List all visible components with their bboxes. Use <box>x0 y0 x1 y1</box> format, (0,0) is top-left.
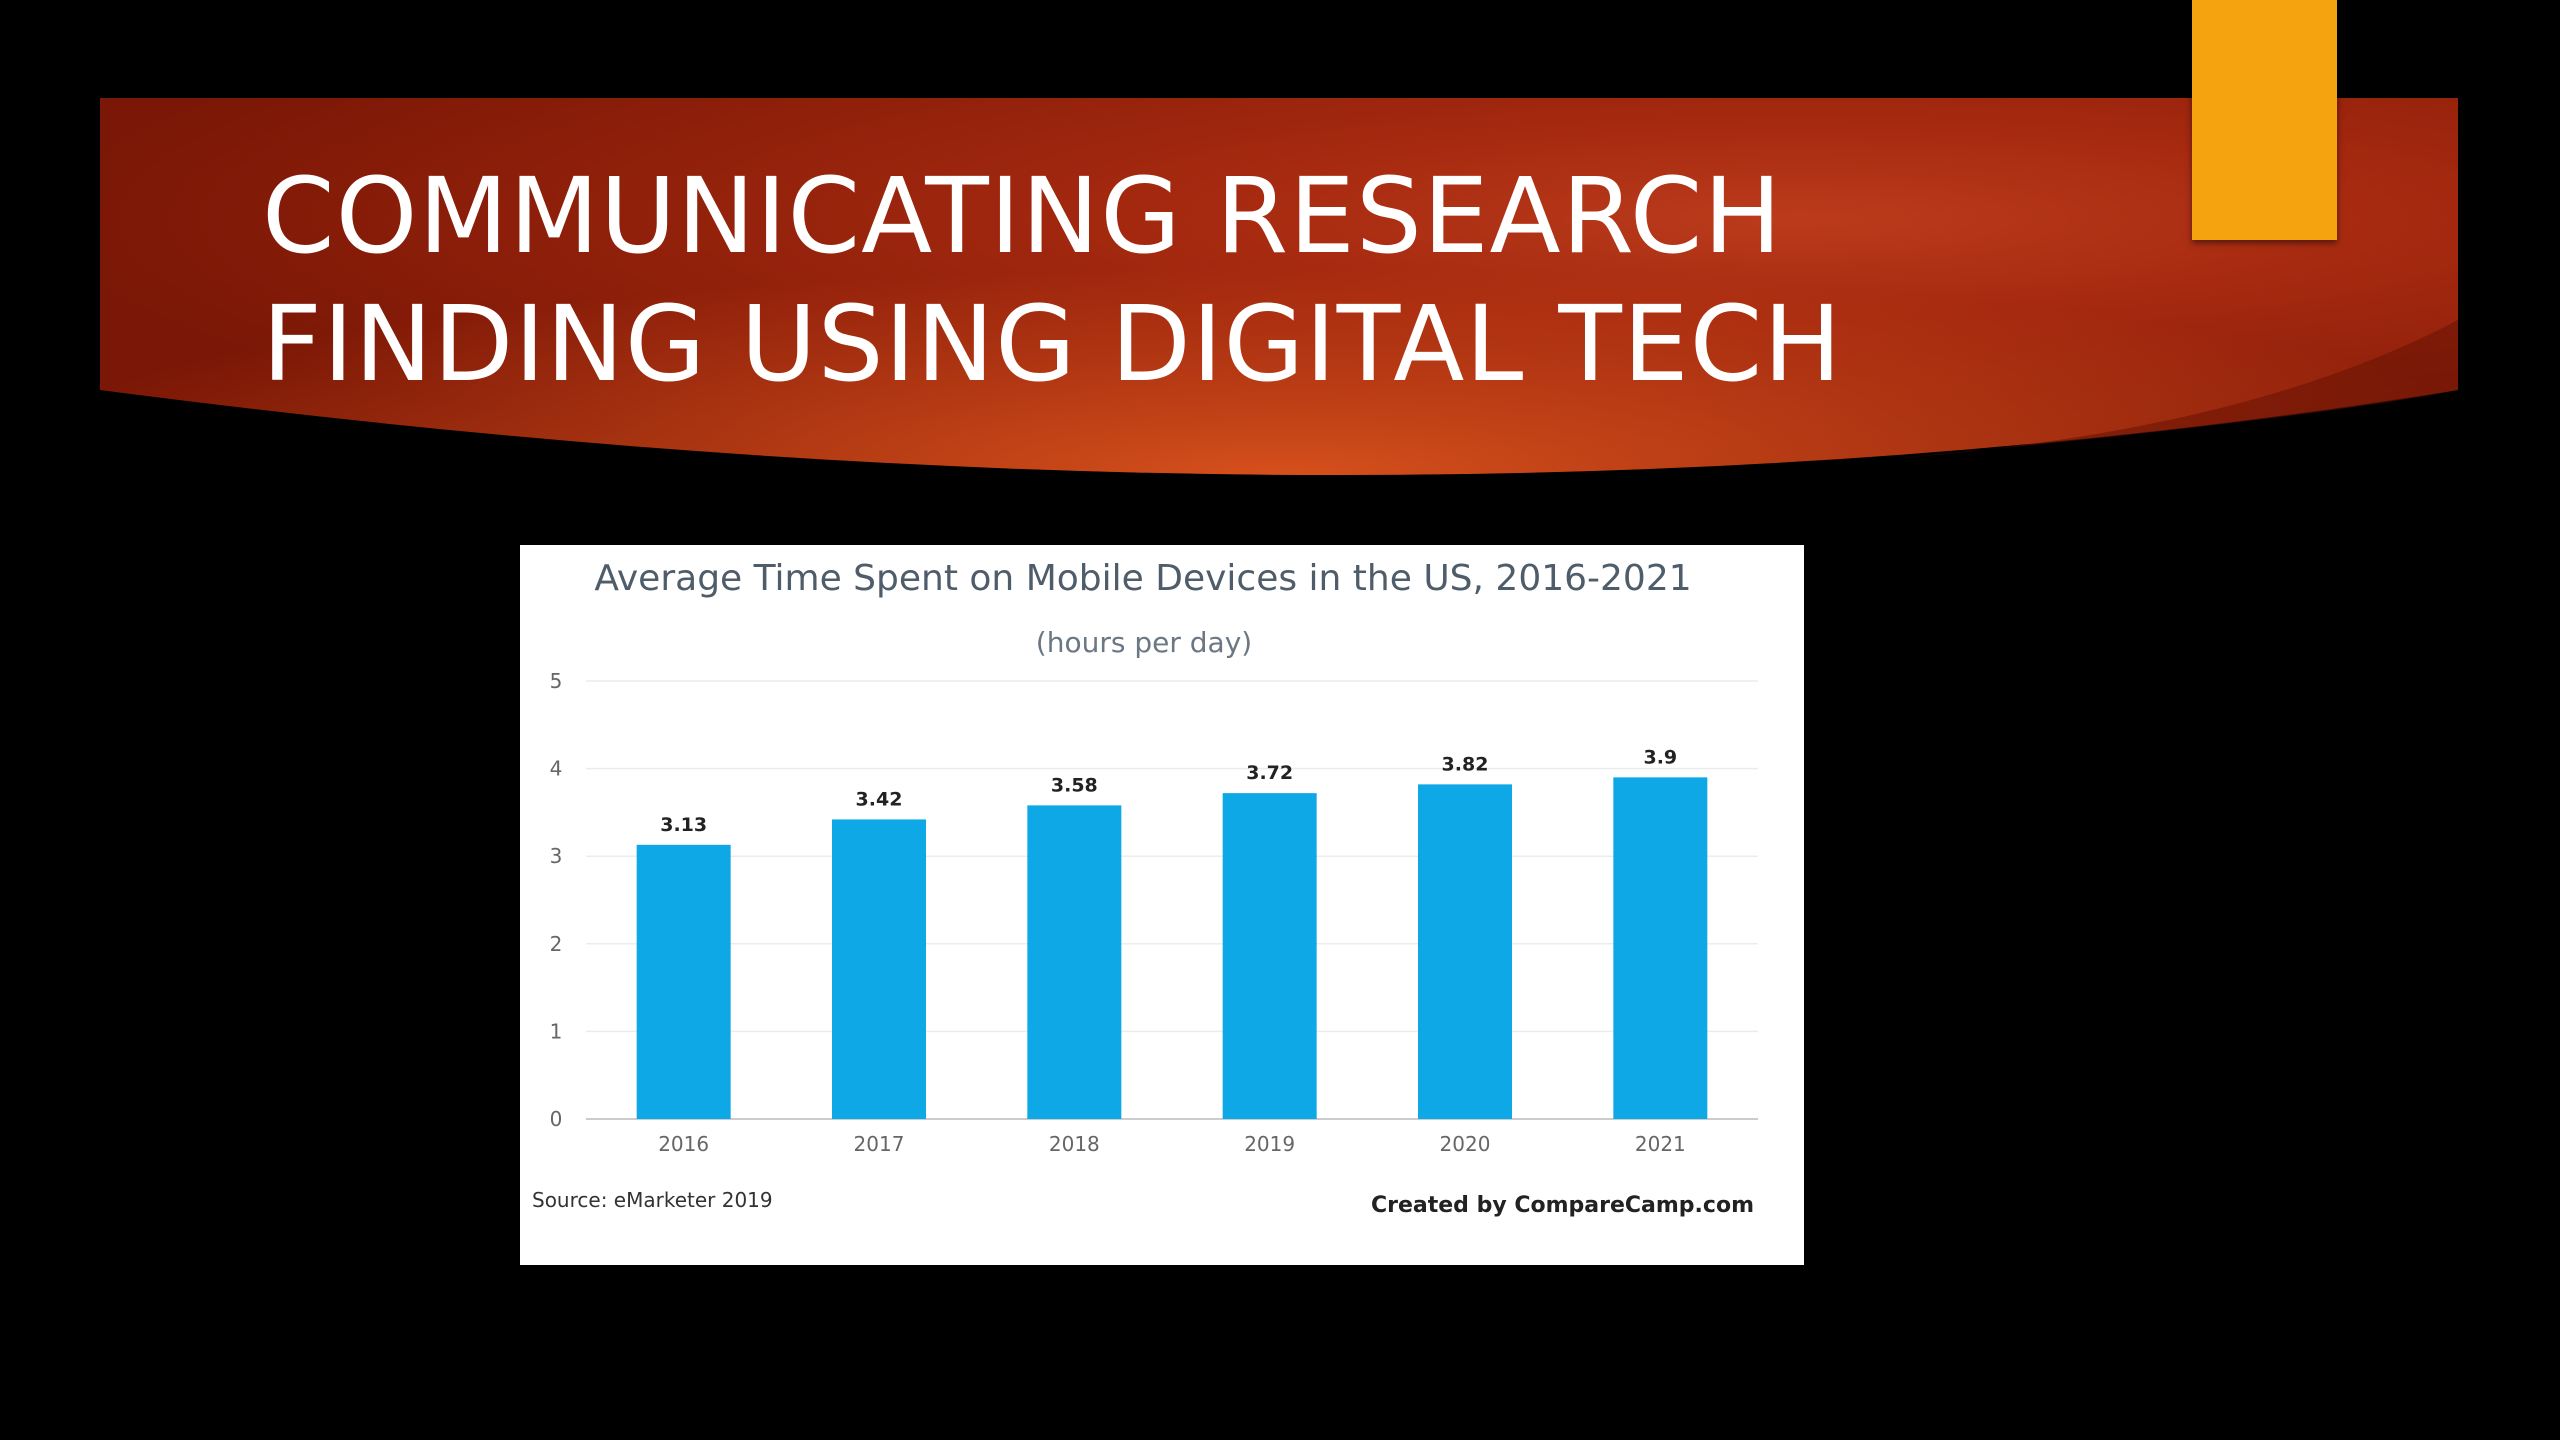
bar-2018 <box>1027 805 1122 1119</box>
chart-subtitle: (hours per day) <box>1036 626 1252 659</box>
bar-2020 <box>1418 784 1512 1119</box>
gridlines <box>586 680 1758 1120</box>
slide-title-line-1: COMMUNICATING RESEARCH <box>262 155 1783 277</box>
bar-2019 <box>1222 793 1317 1119</box>
value-label-2019: 3.72 <box>1246 762 1293 784</box>
x-tick-label-2019: 2019 <box>1244 1132 1295 1156</box>
y-axis-ticks: 0 1 2 3 4 5 <box>550 669 563 1131</box>
x-tick-label-2020: 2020 <box>1440 1132 1491 1156</box>
y-tick-label: 4 <box>550 757 563 781</box>
value-label-2020: 3.82 <box>1442 753 1489 775</box>
chart-title: Average Time Spent on Mobile Devices in … <box>594 558 1691 599</box>
chart-credit: Created by CompareCamp.com <box>1371 1193 1754 1218</box>
y-tick-label: 3 <box>550 844 563 868</box>
slide-title-line-2: FINDING USING DIGITAL TECH <box>262 283 1843 405</box>
x-tick-label-2017: 2017 <box>854 1132 905 1156</box>
bar-2021 <box>1613 777 1708 1119</box>
bars <box>636 777 1708 1119</box>
bar-2016 <box>636 844 731 1119</box>
slide-title: COMMUNICATING RESEARCH FINDING USING DIG… <box>262 152 2062 408</box>
bar-chart: Average Time Spent on Mobile Devices in … <box>532 558 1758 1218</box>
x-axis-ticks: 2016 2017 2018 2019 2020 2021 <box>658 1132 1686 1156</box>
x-tick-label-2018: 2018 <box>1049 1132 1100 1156</box>
value-label-2018: 3.58 <box>1051 774 1098 796</box>
x-tick-label-2021: 2021 <box>1635 1132 1686 1156</box>
y-tick-label: 1 <box>550 1019 563 1043</box>
chart-card: Average Time Spent on Mobile Devices in … <box>520 545 1804 1265</box>
y-tick-label: 5 <box>550 669 563 693</box>
value-label-2016: 3.13 <box>660 814 707 836</box>
title-banner <box>100 98 2458 475</box>
y-tick-label: 2 <box>550 932 563 956</box>
chart-source: Source: eMarketer 2019 <box>532 1188 773 1212</box>
x-tick-label-2016: 2016 <box>658 1132 709 1156</box>
accent-tab <box>2192 0 2337 240</box>
value-labels: 3.13 3.42 3.58 3.72 3.82 3.9 <box>660 746 1677 835</box>
y-tick-label: 0 <box>550 1107 563 1131</box>
value-label-2017: 3.42 <box>856 788 903 810</box>
value-label-2021: 3.9 <box>1643 746 1677 768</box>
bar-2017 <box>832 819 926 1119</box>
